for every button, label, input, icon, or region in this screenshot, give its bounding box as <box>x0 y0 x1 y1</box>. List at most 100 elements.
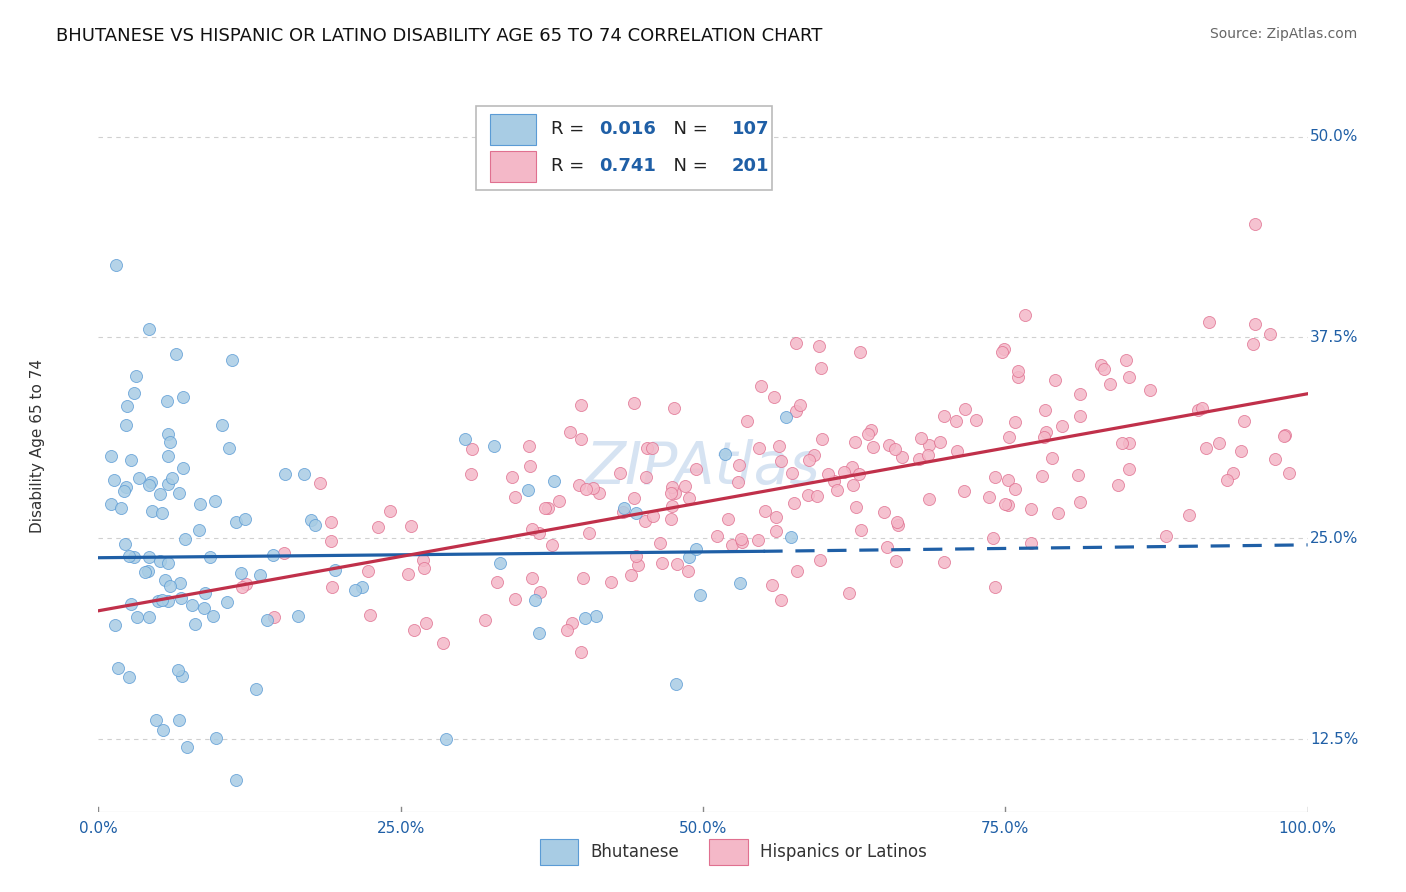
Point <box>716 512 738 526</box>
Point <box>984 470 1007 484</box>
Point <box>685 541 707 556</box>
Point <box>891 450 914 464</box>
Point <box>623 396 645 410</box>
Point <box>150 593 173 607</box>
Point <box>665 557 688 571</box>
Point <box>1178 508 1201 523</box>
Point <box>817 467 839 482</box>
Point <box>624 549 647 563</box>
Point <box>845 500 868 514</box>
Point <box>1019 501 1042 516</box>
Point <box>651 556 673 570</box>
Point <box>568 478 591 492</box>
Point <box>994 497 1017 511</box>
Point <box>613 500 636 515</box>
Point <box>482 439 505 453</box>
Text: R =: R = <box>551 120 589 138</box>
Point <box>806 490 828 504</box>
Point <box>184 616 207 631</box>
Point <box>149 487 172 501</box>
Point <box>955 402 977 417</box>
Point <box>263 610 285 624</box>
Point <box>877 438 900 452</box>
Point <box>1033 430 1056 444</box>
Point <box>825 483 848 498</box>
FancyBboxPatch shape <box>491 114 536 145</box>
Point <box>952 483 974 498</box>
Point <box>172 460 194 475</box>
Point <box>1154 529 1177 543</box>
Point <box>176 739 198 754</box>
Point <box>138 549 160 564</box>
Point <box>118 549 141 563</box>
Point <box>188 497 211 511</box>
Point <box>114 537 136 551</box>
Point <box>160 471 183 485</box>
FancyBboxPatch shape <box>709 839 748 864</box>
Point <box>678 491 700 505</box>
Point <box>823 474 845 488</box>
Point <box>1031 468 1053 483</box>
Point <box>810 553 832 567</box>
Point <box>1004 483 1026 497</box>
Point <box>1118 461 1140 475</box>
Point <box>524 593 547 607</box>
Point <box>1090 359 1112 373</box>
Point <box>153 573 176 587</box>
Point <box>910 431 932 445</box>
Point <box>1069 495 1091 509</box>
Text: 0.016: 0.016 <box>599 120 655 138</box>
Point <box>415 615 437 630</box>
Point <box>569 645 592 659</box>
Point <box>749 379 772 393</box>
Point <box>721 538 744 552</box>
Point <box>842 478 865 492</box>
Point <box>1243 337 1265 351</box>
Point <box>848 344 870 359</box>
Point <box>569 398 592 412</box>
Point <box>609 466 631 480</box>
Point <box>728 575 751 590</box>
Point <box>780 530 803 544</box>
Point <box>768 439 790 453</box>
Point <box>1115 352 1137 367</box>
Point <box>534 501 557 516</box>
Point <box>527 525 550 540</box>
Text: 50.0%: 50.0% <box>1310 129 1358 144</box>
Text: 201: 201 <box>733 158 769 176</box>
FancyBboxPatch shape <box>540 839 578 864</box>
Point <box>886 515 908 529</box>
Point <box>761 577 783 591</box>
Point <box>319 515 342 529</box>
Point <box>641 442 664 456</box>
Point <box>908 452 931 467</box>
Point <box>623 491 645 506</box>
Point <box>1216 473 1239 487</box>
Text: BHUTANESE VS HISPANIC OR LATINO DISABILITY AGE 65 TO 74 CORRELATION CHART: BHUTANESE VS HISPANIC OR LATINO DISABILI… <box>56 27 823 45</box>
Point <box>1092 361 1115 376</box>
Point <box>664 401 686 415</box>
Point <box>641 508 664 523</box>
Point <box>807 339 830 353</box>
Point <box>585 609 607 624</box>
Point <box>578 525 600 540</box>
Point <box>862 441 884 455</box>
Point <box>582 481 605 495</box>
Point <box>569 432 592 446</box>
Point <box>673 479 696 493</box>
Point <box>321 580 343 594</box>
Point <box>706 529 728 543</box>
Point <box>1035 425 1057 439</box>
Point <box>262 548 284 562</box>
Point <box>344 583 367 598</box>
Point <box>886 554 908 568</box>
Point <box>292 467 315 482</box>
Point <box>977 491 1000 505</box>
Point <box>993 342 1015 356</box>
Point <box>1195 441 1218 455</box>
Point <box>350 580 373 594</box>
Point <box>503 490 526 504</box>
Point <box>434 732 457 747</box>
Point <box>1118 436 1140 450</box>
Point <box>727 458 749 473</box>
